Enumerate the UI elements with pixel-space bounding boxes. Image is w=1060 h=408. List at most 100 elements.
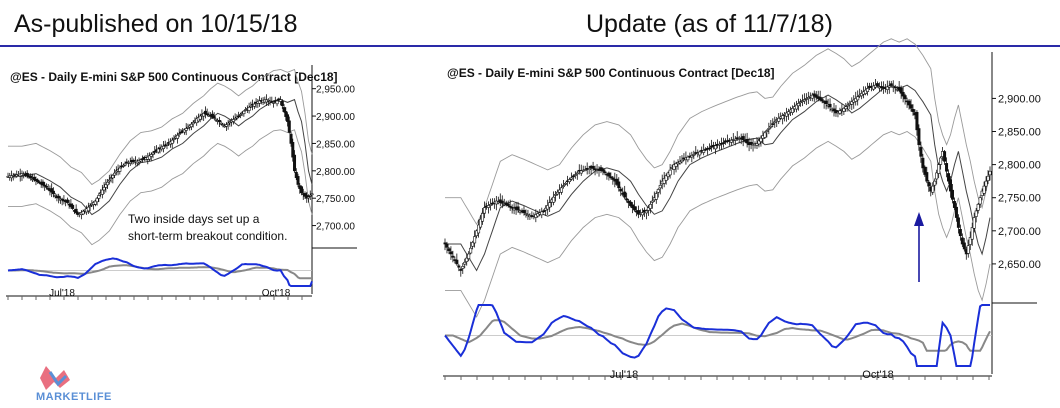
candle-body <box>467 253 471 259</box>
candle-body <box>161 145 165 149</box>
candle-body <box>672 164 676 170</box>
candle-body <box>563 183 567 185</box>
candle-body <box>170 139 174 144</box>
candle-body <box>791 108 795 113</box>
candle-body <box>202 113 206 117</box>
candle-body <box>182 129 186 133</box>
candle-body <box>123 163 127 166</box>
candle-body <box>71 204 75 209</box>
candle-body <box>463 261 467 265</box>
candle-body <box>542 210 546 213</box>
candle-body <box>668 169 672 176</box>
candle-body <box>950 189 954 200</box>
candle-body <box>935 172 939 180</box>
y-tick-label: 2,650.00 <box>998 259 1041 271</box>
candle-body <box>986 175 990 181</box>
candle-body <box>611 177 615 180</box>
candle-body <box>802 99 806 102</box>
candle-body <box>25 172 29 177</box>
candle-body <box>172 138 176 140</box>
candle-body <box>214 119 218 121</box>
candle-body <box>625 198 629 201</box>
candle-body <box>680 159 684 163</box>
candle-body <box>104 184 108 188</box>
candle-body <box>842 108 846 112</box>
x-tick-label: Jul'18 <box>610 369 638 381</box>
candle-body <box>777 117 781 122</box>
candle-body <box>767 128 771 130</box>
candle-body <box>449 251 453 255</box>
candle-body <box>692 154 696 156</box>
candle-body <box>755 143 759 146</box>
candle-body <box>644 210 648 214</box>
candle-body <box>956 217 960 228</box>
candle-body <box>224 124 228 127</box>
candle-body <box>296 176 300 185</box>
candle-body <box>556 191 560 195</box>
candle-body <box>714 145 718 150</box>
candle-body <box>931 185 935 193</box>
candle-body <box>284 111 288 117</box>
y-tick-label: 2,800.00 <box>316 167 355 178</box>
candle-body <box>473 236 477 244</box>
candle-body <box>569 177 573 180</box>
candle-body <box>974 210 978 217</box>
candle-body <box>988 170 992 176</box>
candle-body <box>548 202 552 208</box>
candle-body <box>175 134 179 139</box>
candle-body <box>925 172 929 182</box>
candle-body <box>51 190 55 195</box>
candle-body <box>293 154 297 172</box>
candle-body <box>231 119 235 122</box>
candle-body <box>97 195 101 199</box>
price-band-line <box>8 68 313 186</box>
candle-body <box>100 189 104 195</box>
candle-body <box>741 136 745 141</box>
candle-body <box>219 122 223 125</box>
candle-body <box>280 101 284 106</box>
candle-body <box>233 117 237 120</box>
candle-body <box>510 206 514 209</box>
candle-body <box>165 144 169 146</box>
candle-body <box>488 204 492 206</box>
candle-body <box>186 126 190 129</box>
candles <box>443 79 992 277</box>
candle-body <box>60 198 64 201</box>
candle-body <box>53 195 57 197</box>
candle-body <box>656 189 660 193</box>
candle-body <box>810 94 814 99</box>
candle-body <box>875 83 879 87</box>
candle-body <box>623 191 627 198</box>
candle-body <box>828 103 832 108</box>
candle-body <box>962 242 966 250</box>
candle-body <box>212 116 216 119</box>
candle-body <box>939 157 943 165</box>
candle-body <box>820 99 824 102</box>
candle-body <box>252 103 256 107</box>
y-tick-label: 2,700.00 <box>316 222 355 233</box>
candle-body <box>459 269 463 271</box>
candle-body <box>650 200 654 203</box>
candle-body <box>282 107 286 112</box>
candle-body <box>832 108 836 112</box>
candle-body <box>43 184 47 187</box>
candle-body <box>221 124 225 126</box>
candle-body <box>958 228 962 237</box>
y-tick-label: 2,900.00 <box>316 112 355 123</box>
candle-body <box>210 113 214 118</box>
candle-body <box>674 163 678 167</box>
candle-body <box>111 175 115 179</box>
candle-body <box>244 109 248 111</box>
candle-body <box>291 142 295 158</box>
candle-body <box>287 120 291 133</box>
candle-body <box>838 110 842 114</box>
candle-body <box>633 206 637 211</box>
candle-body <box>911 108 915 112</box>
candle-body <box>247 107 251 111</box>
candle-body <box>561 185 565 187</box>
candle-body <box>95 197 99 203</box>
candle-body <box>121 165 125 167</box>
candle-body <box>658 184 662 189</box>
candle-body <box>771 123 775 125</box>
candle-body <box>785 112 789 117</box>
